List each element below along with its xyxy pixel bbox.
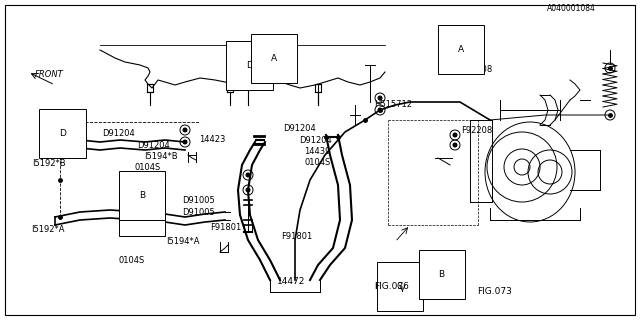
Text: F92208: F92208 <box>461 126 492 135</box>
Text: FIG.073: FIG.073 <box>477 287 511 296</box>
Text: D: D <box>246 61 253 70</box>
Text: 0104S: 0104S <box>304 158 330 167</box>
Text: D91204: D91204 <box>300 136 332 145</box>
Circle shape <box>183 140 187 144</box>
Text: I5192*B: I5192*B <box>32 159 66 168</box>
Text: NS: NS <box>261 39 273 48</box>
Circle shape <box>246 188 250 192</box>
Circle shape <box>453 133 457 137</box>
Text: D91204: D91204 <box>102 129 135 138</box>
Text: I5194*A: I5194*A <box>166 237 200 246</box>
Text: H515712: H515712 <box>374 100 412 108</box>
Text: I5192*A: I5192*A <box>31 225 64 234</box>
Text: FRONT: FRONT <box>35 70 64 79</box>
Text: D91204: D91204 <box>138 141 170 150</box>
Text: F91801: F91801 <box>282 232 313 241</box>
Text: D: D <box>60 129 66 138</box>
Circle shape <box>183 128 187 132</box>
Text: 0104S: 0104S <box>118 256 145 265</box>
Text: I5194*B: I5194*B <box>144 152 178 161</box>
Circle shape <box>378 108 382 112</box>
Text: 14423: 14423 <box>199 135 225 144</box>
Text: FIG.036: FIG.036 <box>374 282 409 291</box>
Text: 14472: 14472 <box>277 277 305 286</box>
Text: 14439: 14439 <box>304 147 330 156</box>
Circle shape <box>246 173 250 177</box>
Circle shape <box>453 143 457 147</box>
Text: 0104S: 0104S <box>134 163 161 172</box>
Text: A: A <box>271 54 277 63</box>
Text: C: C <box>397 282 403 291</box>
Text: D91005: D91005 <box>182 208 215 217</box>
Text: F91801: F91801 <box>210 223 241 232</box>
Text: A: A <box>458 45 464 54</box>
Text: D91204: D91204 <box>283 124 316 132</box>
Circle shape <box>378 96 382 100</box>
Text: D91005: D91005 <box>182 196 215 205</box>
Text: C: C <box>139 207 145 216</box>
Text: A040001084: A040001084 <box>547 4 596 12</box>
Text: B: B <box>139 191 145 200</box>
Text: B: B <box>438 270 445 279</box>
Text: F92208: F92208 <box>461 65 492 74</box>
Text: FIG.036: FIG.036 <box>374 282 409 291</box>
